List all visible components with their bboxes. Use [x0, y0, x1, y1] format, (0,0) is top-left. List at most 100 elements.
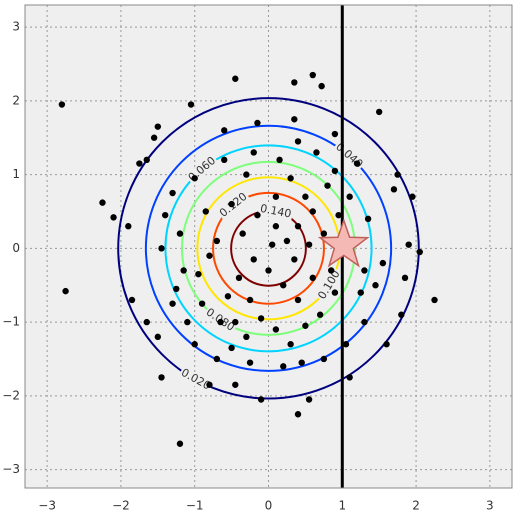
point: [357, 289, 364, 296]
point: [154, 333, 162, 341]
point: [283, 237, 291, 245]
point: [143, 318, 150, 326]
point: [346, 193, 353, 200]
point: [257, 396, 265, 403]
point: [331, 130, 339, 138]
point: [228, 200, 235, 208]
point: [287, 341, 294, 348]
point: [390, 186, 398, 193]
y-tick-label: 2: [12, 93, 20, 107]
point: [250, 149, 257, 156]
contour-label-bg: [257, 202, 294, 221]
point: [150, 134, 158, 141]
point: [257, 315, 265, 322]
point: [320, 355, 328, 363]
point: [298, 359, 305, 366]
contour-label-bg: [177, 366, 214, 394]
point: [305, 396, 313, 403]
y-tick-label: −3: [2, 462, 20, 476]
contour: [144, 124, 393, 372]
point: [320, 230, 328, 237]
point: [128, 296, 136, 304]
point: [316, 311, 324, 318]
point: [379, 259, 387, 267]
point: [291, 79, 298, 86]
point: [331, 167, 339, 175]
x-tick-label: −1: [186, 499, 204, 513]
point: [394, 171, 401, 178]
y-tick-label: 3: [12, 20, 20, 34]
contour: [180, 160, 357, 336]
point: [361, 267, 368, 274]
point: [364, 215, 372, 223]
point: [294, 411, 302, 418]
point: [161, 211, 169, 219]
point: [173, 285, 180, 293]
point: [287, 175, 294, 182]
x-tick-label: 3: [486, 499, 494, 513]
point: [213, 237, 221, 245]
point: [272, 193, 280, 200]
point: [272, 326, 280, 333]
point: [331, 289, 339, 296]
point: [202, 208, 209, 215]
point: [309, 208, 316, 215]
point: [213, 355, 221, 363]
point: [254, 119, 261, 127]
contour-label: 0.140: [259, 202, 292, 221]
point: [383, 341, 390, 348]
point: [158, 374, 165, 381]
point: [291, 116, 298, 123]
point: [309, 71, 316, 79]
point: [235, 274, 243, 282]
axes: −3 −2 −1 0 1 2 3 −3 −2 −1 0 1 2 3: [2, 20, 493, 513]
point: [361, 318, 368, 326]
point: [158, 245, 165, 252]
point: [246, 359, 254, 366]
y-tick-label: 1: [12, 167, 20, 181]
y-tick-label: −1: [2, 315, 20, 329]
plot-frame: [24, 4, 513, 489]
point: [302, 322, 309, 329]
point: [246, 296, 254, 304]
point: [228, 344, 235, 352]
point: [431, 296, 438, 304]
point: [409, 193, 416, 200]
point: [198, 300, 206, 307]
point: [265, 267, 272, 274]
point: [276, 156, 283, 164]
point: [405, 241, 412, 248]
point: [191, 341, 198, 348]
point: [187, 101, 195, 108]
x-tick-label: 0: [265, 499, 273, 513]
point: [176, 230, 184, 237]
contour-label-bg: [315, 267, 344, 303]
contour: [117, 97, 420, 400]
point: [318, 82, 325, 90]
point: [324, 182, 331, 189]
point: [313, 149, 320, 156]
point: [398, 311, 405, 318]
point: [272, 223, 280, 230]
point: [302, 193, 309, 200]
point: [335, 211, 342, 219]
point: [291, 256, 298, 263]
point: [217, 318, 224, 326]
y-tick-label: −2: [2, 388, 20, 402]
point: [180, 267, 187, 274]
point: [328, 267, 335, 274]
point: [110, 214, 117, 221]
point: [375, 108, 383, 116]
point: [125, 223, 132, 230]
point: [250, 256, 257, 263]
point: [169, 300, 176, 307]
point: [232, 75, 239, 82]
x-tick-label: 2: [412, 499, 420, 513]
point: [416, 248, 423, 256]
point: [243, 171, 250, 178]
point: [191, 175, 198, 182]
point: [232, 318, 239, 326]
point: [280, 363, 287, 370]
point: [294, 138, 302, 145]
